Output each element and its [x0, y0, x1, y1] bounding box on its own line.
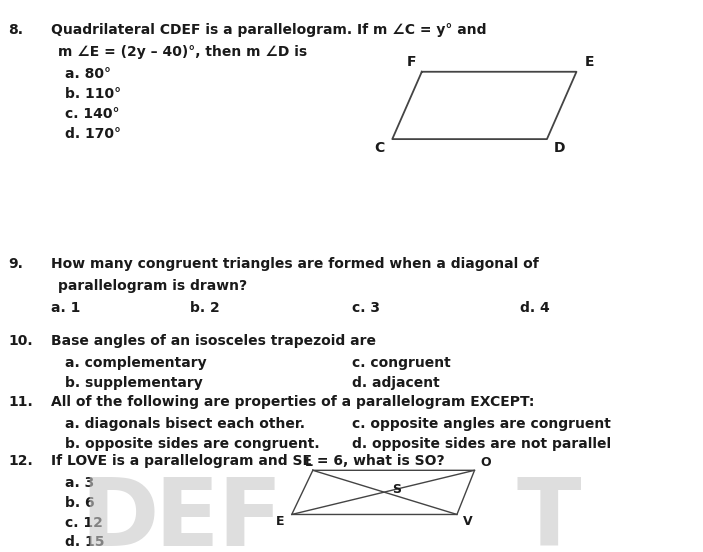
Text: d. 15: d. 15 — [65, 535, 104, 549]
Text: D: D — [554, 141, 565, 155]
Text: parallelogram is drawn?: parallelogram is drawn? — [58, 279, 247, 293]
Text: c. 12: c. 12 — [65, 516, 103, 529]
Text: b. 2: b. 2 — [190, 301, 219, 315]
Text: Quadrilateral CDEF is a parallelogram. If m ∠C = y° and: Quadrilateral CDEF is a parallelogram. I… — [51, 23, 486, 37]
Text: D: D — [80, 474, 159, 552]
Text: a. 80°: a. 80° — [65, 67, 110, 81]
Text: 8.: 8. — [8, 23, 23, 37]
Text: T: T — [516, 474, 581, 552]
Text: b. supplementary: b. supplementary — [65, 376, 202, 390]
Text: E: E — [584, 55, 594, 70]
Text: a. 3: a. 3 — [65, 476, 94, 490]
Text: a. 1: a. 1 — [51, 301, 80, 315]
Text: F: F — [406, 55, 416, 70]
Text: E: E — [154, 474, 219, 552]
Text: 9.: 9. — [8, 257, 23, 270]
Text: S: S — [392, 483, 401, 496]
Text: c. 140°: c. 140° — [65, 107, 120, 121]
Text: c. congruent: c. congruent — [352, 356, 450, 370]
Text: 10.: 10. — [8, 334, 33, 348]
Text: d. adjacent: d. adjacent — [352, 376, 439, 390]
Text: b. opposite sides are congruent.: b. opposite sides are congruent. — [65, 437, 319, 450]
Text: c. 3: c. 3 — [352, 301, 380, 315]
Text: V: V — [463, 515, 473, 528]
Text: a. diagonals bisect each other.: a. diagonals bisect each other. — [65, 417, 304, 431]
Text: If LOVE is a parallelogram and SE = 6, what is SO?: If LOVE is a parallelogram and SE = 6, w… — [51, 454, 444, 468]
Text: b. 110°: b. 110° — [65, 87, 121, 101]
Text: a. complementary: a. complementary — [65, 356, 206, 370]
Text: C: C — [375, 141, 385, 155]
Text: Base angles of an isosceles trapezoid are: Base angles of an isosceles trapezoid ar… — [51, 334, 375, 348]
Text: L: L — [305, 455, 314, 469]
Text: d. 4: d. 4 — [520, 301, 550, 315]
Text: O: O — [480, 455, 491, 469]
Text: 11.: 11. — [8, 395, 33, 408]
Text: d. 170°: d. 170° — [65, 127, 121, 141]
Text: F: F — [217, 474, 282, 552]
Text: b. 6: b. 6 — [65, 496, 94, 509]
Text: How many congruent triangles are formed when a diagonal of: How many congruent triangles are formed … — [51, 257, 538, 270]
Text: d. opposite sides are not parallel: d. opposite sides are not parallel — [352, 437, 611, 450]
Text: E: E — [276, 515, 285, 528]
Text: c. opposite angles are congruent: c. opposite angles are congruent — [352, 417, 610, 431]
Text: All of the following are properties of a parallelogram EXCEPT:: All of the following are properties of a… — [51, 395, 534, 408]
Text: m ∠E = (2y – 40)°, then m ∠D is: m ∠E = (2y – 40)°, then m ∠D is — [58, 45, 307, 59]
Text: 12.: 12. — [8, 454, 33, 468]
